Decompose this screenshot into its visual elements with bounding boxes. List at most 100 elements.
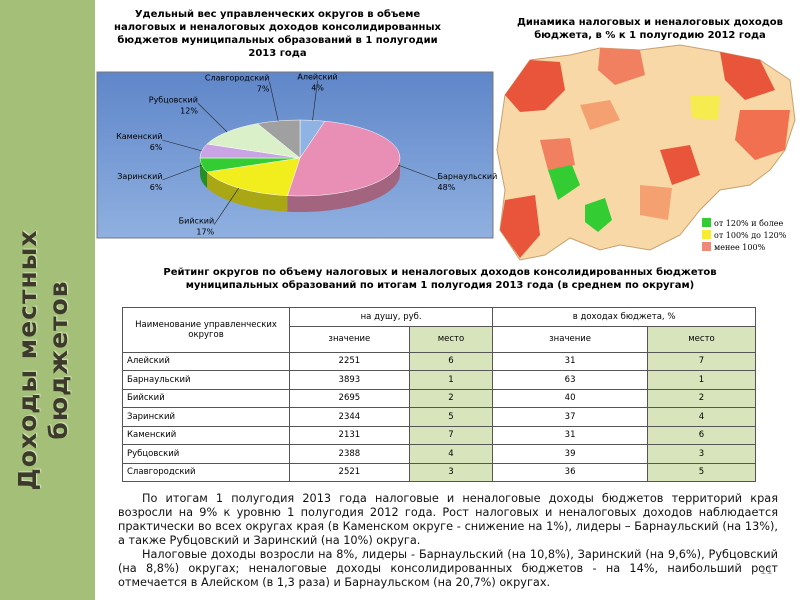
map-region: [598, 48, 645, 85]
map-region: [690, 95, 720, 120]
pie-slice: [206, 157, 301, 196]
subheader-cell: значение: [492, 325, 648, 353]
pie-slice-side: [207, 171, 288, 212]
slice-label: Славгородский: [205, 74, 270, 83]
map-region: [585, 198, 612, 232]
header-cell: на душу, руб.: [288, 307, 494, 327]
table-cell: Бийский: [122, 388, 290, 408]
table-row: Алейский 2251 6 31 7: [122, 351, 757, 371]
leader-line: [269, 81, 279, 121]
legend-entry: менее 100%: [702, 242, 786, 254]
slice-value-label: 12%: [180, 106, 198, 115]
subheader-cell: место: [646, 325, 757, 353]
header-cell: Наименование управленческих округов: [122, 307, 290, 353]
header-cell: в доходах бюджета, %: [492, 307, 756, 327]
legend-entry: от 100% до 120%: [702, 230, 786, 242]
table-cell: 4: [408, 444, 494, 464]
leader-line: [197, 103, 228, 133]
map-title: Динамика налоговых и неналоговых доходов…: [517, 17, 783, 41]
body-text: По итогам 1 полугодия 2013 года налоговы…: [118, 492, 778, 590]
table-cell: 3: [408, 462, 494, 482]
slice-label: Заринский: [117, 172, 162, 181]
table-cell: Славгородский: [122, 462, 290, 482]
leader-line: [312, 80, 318, 121]
slice-label: Алейский: [297, 72, 337, 81]
table-cell: 37: [492, 407, 648, 427]
map-region: [735, 110, 790, 160]
table-cell: 40: [492, 388, 648, 408]
map-legend: от 120% и более от 100% до 120% менее 100%: [702, 218, 786, 254]
slice-value-label: 17%: [196, 228, 214, 237]
table-title: Рейтинг округов по объему налоговых и не…: [163, 267, 717, 291]
slice-value-label: 48%: [438, 183, 456, 192]
leader-line: [162, 139, 202, 152]
legend-label: от 120% и более: [714, 219, 784, 228]
pie-slice: [287, 120, 401, 197]
table-cell: Заринский: [122, 407, 290, 427]
table-row: Заринский 2344 5 37 4: [122, 407, 757, 427]
map-region: [660, 145, 700, 185]
legend-swatch: [702, 242, 711, 251]
table-cell: 5: [646, 462, 757, 482]
map-region: [580, 100, 620, 130]
table-cell: 1: [646, 370, 757, 390]
legend-swatch: [702, 230, 711, 239]
table-row: Рубцовский 2388 4 39 3: [122, 444, 757, 464]
chart: Алейский 4% Барнаульский 48% Бийский 17% Зарин…: [96, 44, 796, 261]
slice-value-label: 4%: [311, 83, 324, 92]
table-cell: 6: [646, 425, 757, 445]
table-cell: Каменский: [122, 425, 290, 445]
table-cell: 2131: [289, 425, 410, 445]
leader-line: [162, 164, 202, 181]
map-region: [540, 138, 575, 170]
map-region: [548, 165, 580, 200]
header-row: Наименование управленческих округов на ду…: [122, 307, 756, 353]
sidebar: [0, 0, 95, 600]
table-cell: 3893: [289, 370, 410, 390]
page-number: 11: [760, 566, 773, 577]
chart-title: Удельный вес управленческих округов в об…: [114, 9, 441, 59]
table-cell: 2: [646, 388, 757, 408]
slice-value-label: 7%: [257, 85, 270, 94]
table-cell: 2: [408, 388, 494, 408]
table-cell: 1: [408, 370, 494, 390]
table-row: Славгородский 2521 3 36 5: [122, 462, 757, 482]
pie-slice: [256, 119, 301, 159]
table-cell: 39: [492, 444, 648, 464]
pie-slice-side: [287, 158, 400, 212]
rating-table: Наименование управленческих округов на ду…: [122, 307, 757, 482]
pie-slice: [206, 123, 301, 159]
table-cell: 3: [646, 444, 757, 464]
paragraph: Налоговые доходы возросли на 8%, лидеры …: [118, 548, 778, 589]
table-row: Каменский 2131 7 31 6: [122, 425, 757, 445]
table-cell: 63: [492, 370, 648, 390]
paragraph: По итогам 1 полугодия 2013 года налоговы…: [118, 492, 778, 547]
legend-swatch: [702, 218, 711, 227]
table-cell: 5: [408, 407, 494, 427]
table-cell: Рубцовский: [122, 444, 290, 464]
legend-label: менее 100%: [714, 243, 766, 252]
slice-value-label: 6%: [150, 143, 163, 152]
table-cell: Барнаульский: [122, 370, 290, 390]
map-region: [720, 52, 775, 100]
table-cell: 7: [646, 351, 757, 371]
map: [496, 44, 796, 261]
table-cell: Алейский: [122, 351, 290, 371]
table-cell: 2521: [289, 462, 410, 482]
legend-entry: от 120% и более: [702, 218, 786, 230]
leader-line: [213, 187, 239, 225]
subheader-cell: место: [408, 325, 494, 353]
leader-line: [398, 164, 438, 181]
table-cell: 31: [492, 351, 648, 371]
map-territory: [496, 44, 796, 261]
table-cell: 7: [408, 425, 494, 445]
table-cell: 31: [492, 425, 648, 445]
table-cell: 2251: [289, 351, 410, 371]
slice-value-label: 6%: [150, 183, 163, 192]
table-row: Барнаульский 3893 1 63 1: [122, 370, 757, 390]
table-cell: 2344: [289, 407, 410, 427]
subheader-cell: значение: [289, 325, 410, 353]
table-cell: 36: [492, 462, 648, 482]
table-cell: 2695: [289, 388, 410, 408]
